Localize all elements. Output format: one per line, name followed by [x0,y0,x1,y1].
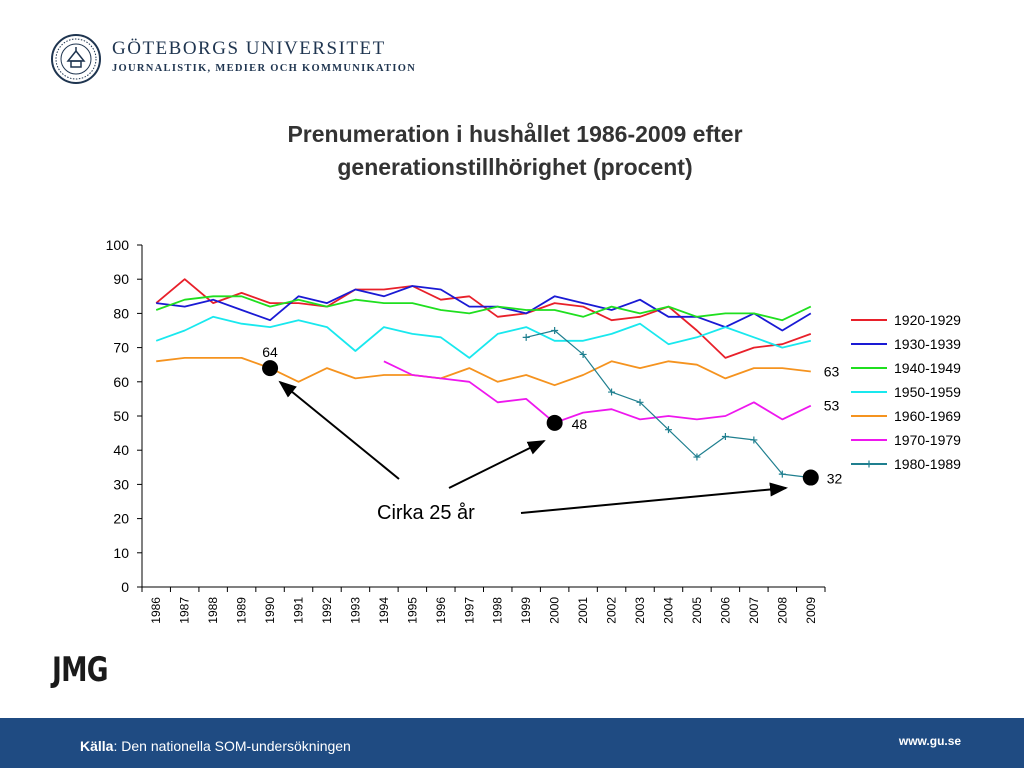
data-point-marker [750,436,758,444]
callout-arrow [520,482,788,514]
series-line [383,360,812,424]
legend-label: 1920-1929 [894,312,961,328]
data-point-marker [778,470,786,478]
x-tick-label: 1993 [348,597,362,624]
series-line [526,329,811,479]
y-tick-label: 20 [113,511,129,527]
x-tick-label: 1997 [462,597,476,624]
x-tick-label: 2003 [633,597,647,624]
x-tick-label: 1996 [434,597,448,624]
data-point-marker [579,350,587,358]
series-line [156,357,811,387]
legend-label: 1930-1939 [894,336,961,352]
data-point-marker [693,453,701,461]
callout-arrow [278,380,400,480]
data-label: 48 [572,416,588,432]
callout-arrow [448,440,546,489]
x-tick-label: 2008 [775,597,789,624]
data-label: 63 [824,364,840,380]
data-point-marker [551,327,559,334]
slide-title: Prenumeration i hushållet 1986-2009 efte… [200,118,830,184]
y-tick-label: 100 [106,237,130,253]
department-name: JOURNALISTIK, MEDIER OCH KOMMUNIKATION [112,63,417,74]
x-tick-label: 1991 [292,597,306,624]
series-line [156,285,812,332]
x-tick-label: 1998 [491,597,505,624]
data-label: 64 [262,344,278,360]
jmg-logo: JMG [52,650,108,690]
university-name: GÖTEBORGS UNIVERSITET [112,38,386,59]
slide-title-line-2: generationstillhörighet (procent) [337,154,693,180]
x-tick-label: 2002 [605,597,619,624]
website-link[interactable]: www.gu.se [898,734,962,748]
data-point-marker [522,333,530,341]
x-tick-label: 1994 [377,597,391,624]
highlight-point [802,469,819,486]
source-text: : Den nationella SOM-undersökningen [113,738,351,754]
x-tick-label: 1988 [206,597,220,624]
data-point-marker [664,426,672,434]
y-tick-label: 10 [113,545,129,561]
x-tick-label: 2006 [718,597,732,624]
y-tick-label: 80 [113,305,129,321]
legend-label: 1950-1959 [894,384,961,400]
x-tick-label: 2007 [747,597,761,624]
highlight-point [546,414,563,431]
series-line [155,315,812,359]
legend-label: 1970-1979 [894,432,961,448]
highlight-point [262,360,279,377]
x-tick-label: 1989 [235,597,249,624]
data-point-marker [721,433,729,441]
x-tick-label: 2001 [576,597,590,624]
y-tick-label: 60 [113,374,129,390]
footer-bar: Källa: Den nationella SOM-undersökningen… [0,718,1024,768]
y-tick-label: 40 [113,442,129,458]
x-tick-label: 1990 [263,597,277,624]
series-line [155,295,812,322]
x-tick-label: 2009 [804,597,818,624]
x-tick-label: 2005 [690,597,704,624]
callout-label: Cirka 25 år [377,502,475,524]
legend-label: 1980-1989 [894,456,961,472]
legend-label: 1940-1949 [894,360,961,376]
data-label: 32 [827,471,843,487]
slide-title-line-1: Prenumeration i hushållet 1986-2009 efte… [287,121,743,147]
legend-marker [865,460,873,468]
x-tick-label: 2000 [548,597,562,624]
line-chart: 0 10 20 30 40 50 60 70 80 90 100 1986 1987 1988 1989 19… [106,237,962,624]
x-tick-label: 1987 [178,597,192,624]
x-tick-label: 1992 [320,597,334,624]
x-tick-label: 1995 [405,597,419,624]
source-note: Källa: Den nationella SOM-undersökningen [80,738,351,754]
x-tick-label: 1999 [519,597,533,624]
y-tick-label: 90 [113,271,129,287]
data-label: 53 [824,398,840,414]
y-tick-label: 70 [113,340,129,356]
x-tick-label: 1986 [149,597,163,624]
y-tick-label: 50 [113,408,129,424]
y-tick-label: 30 [113,476,129,492]
data-point-marker [636,398,644,406]
legend-label: 1960-1969 [894,408,961,424]
data-point-marker [608,388,616,396]
university-seal-icon [51,34,101,84]
x-tick-label: 2004 [661,597,675,624]
university-header: GÖTEBORGS UNIVERSITET JOURNALISTIK, MEDI… [50,33,490,85]
source-label: Källa [80,738,114,754]
y-tick-label: 0 [121,579,129,595]
